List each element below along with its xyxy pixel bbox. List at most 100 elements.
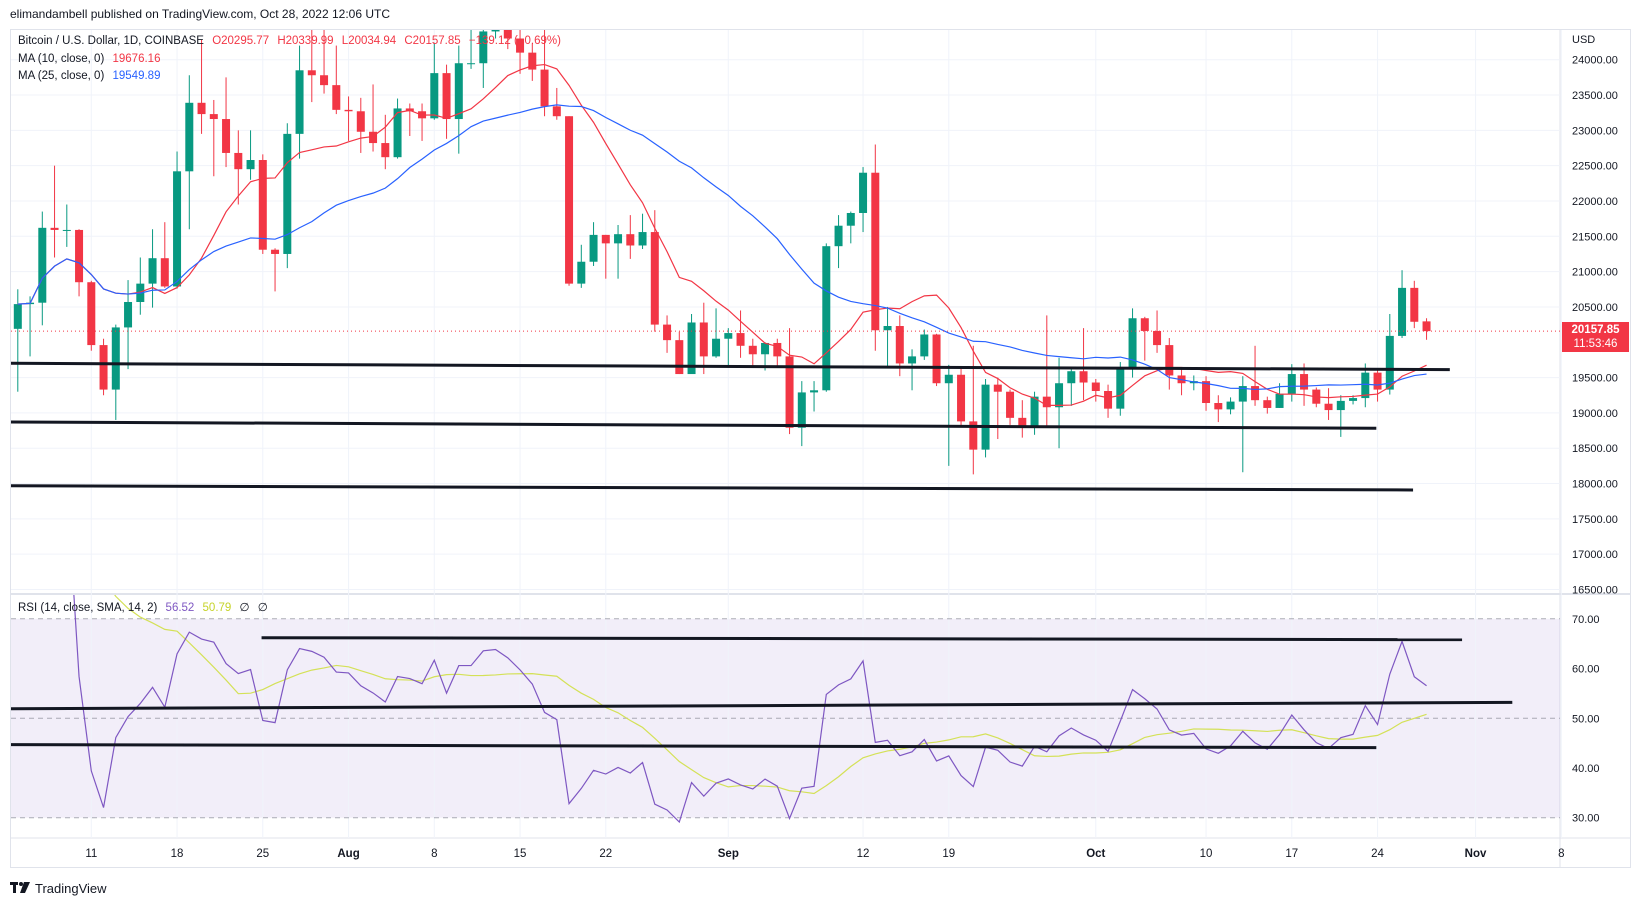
last-price-label: 20157.85 11:53:46 xyxy=(1562,322,1629,352)
candle-body xyxy=(1030,396,1039,428)
low-value: L20034.94 xyxy=(341,35,397,47)
trend-line xyxy=(11,420,1377,430)
symbol-legend: Bitcoin / U.S. Dollar, 1D, COINBASE O202… xyxy=(18,35,566,47)
candle-body xyxy=(209,114,218,120)
candle-body xyxy=(50,227,59,230)
time-tick-label: 15 xyxy=(514,848,527,860)
price-tick-label: 17000.00 xyxy=(1572,549,1618,561)
time-tick-label: 24 xyxy=(1371,848,1384,860)
candle-body xyxy=(944,374,953,384)
candle-body xyxy=(197,102,206,115)
candle-body xyxy=(332,85,341,110)
time-tick-label: 19 xyxy=(942,848,955,860)
candle-body xyxy=(1067,371,1076,384)
ma25-value: 19549.89 xyxy=(112,70,161,82)
candle-body xyxy=(75,229,84,283)
candle-body xyxy=(173,171,182,287)
candle-body xyxy=(528,52,537,70)
ma10-legend[interactable]: MA (10, close, 0) 19676.16 xyxy=(18,53,165,65)
candle-body xyxy=(271,249,280,254)
ma10-label: MA (10, close, 0) xyxy=(18,53,105,65)
rsi-label: RSI (14, close, SMA, 14, 2) xyxy=(18,602,158,614)
candle-body xyxy=(307,70,316,76)
candle-body xyxy=(993,384,1002,392)
rsi-legend[interactable]: RSI (14, close, SMA, 14, 2) 56.52 50.79 … xyxy=(18,600,273,614)
candle-body xyxy=(124,301,133,328)
candle-body xyxy=(1287,374,1296,394)
candle-body xyxy=(1055,383,1064,408)
candle-body xyxy=(1373,372,1382,390)
change-value: −139.12 (−0.69%) xyxy=(468,35,561,47)
candle-body xyxy=(283,133,292,254)
price-tick-label: 20500.00 xyxy=(1572,302,1618,314)
candle-body xyxy=(589,234,598,262)
candle-body xyxy=(381,143,390,158)
candle-body xyxy=(650,232,659,325)
candle-body xyxy=(552,106,561,117)
candle-body xyxy=(748,345,757,355)
time-tick-label: 22 xyxy=(599,848,612,860)
candle-body xyxy=(258,160,267,250)
ma10-line xyxy=(17,63,1427,407)
candle-body xyxy=(638,232,647,246)
footer-brand[interactable]: TradingView xyxy=(10,880,107,896)
price-tick-label: 24000.00 xyxy=(1572,55,1618,67)
rsi-trend-line xyxy=(261,636,1463,642)
candle-body xyxy=(430,73,439,119)
time-tick-label: Oct xyxy=(1086,848,1105,860)
candle-body xyxy=(1104,391,1113,409)
candle-body xyxy=(87,282,96,346)
rsi-line xyxy=(73,595,1427,824)
candle-body xyxy=(908,356,917,364)
candle-body xyxy=(675,340,684,375)
rsi-tick-label: 60.00 xyxy=(1572,664,1600,676)
candles xyxy=(11,30,1450,492)
candle-body xyxy=(822,246,831,391)
candle-body xyxy=(1153,330,1162,346)
rsi-tick-label: 70.00 xyxy=(1572,614,1600,626)
candle-body xyxy=(479,31,488,64)
candle-body xyxy=(1410,287,1419,322)
chart-frame[interactable] xyxy=(10,29,1631,868)
candle-body xyxy=(295,70,304,134)
candle-body xyxy=(699,322,708,357)
rsi-extra-1: ∅ xyxy=(239,602,250,614)
candle-body xyxy=(981,384,990,450)
ma25-legend[interactable]: MA (25, close, 0) 19549.89 xyxy=(18,70,165,82)
currency-label: USD xyxy=(1572,34,1596,46)
candle-body xyxy=(1165,345,1174,376)
candle-body xyxy=(761,342,770,355)
candle-body xyxy=(577,261,586,284)
time-tick-label: 8 xyxy=(1558,848,1564,860)
candle-body xyxy=(601,234,610,244)
price-tick-label: 21500.00 xyxy=(1572,231,1618,243)
candle-body xyxy=(1238,386,1247,402)
price-tick-label: 22000.00 xyxy=(1572,196,1618,208)
candle-body xyxy=(320,75,329,86)
candle-body xyxy=(1128,318,1137,369)
candle-body xyxy=(491,30,500,32)
rsi-sma-line xyxy=(114,595,1427,795)
candle-body xyxy=(222,119,231,153)
candle-body xyxy=(99,345,108,390)
candle-body xyxy=(1202,381,1211,404)
candle-body xyxy=(1422,321,1431,332)
candle-body xyxy=(883,326,892,331)
rsi-extra-2: ∅ xyxy=(257,602,268,614)
candle-body xyxy=(1300,374,1309,390)
price-tick-label: 16500.00 xyxy=(1572,585,1618,597)
high-value: H20339.99 xyxy=(277,35,334,47)
candle-body xyxy=(442,73,451,120)
candle-body xyxy=(724,333,733,339)
last-price: 20157.85 xyxy=(1571,324,1620,336)
rsi-trend-line xyxy=(11,700,1513,711)
price-tick-label: 17500.00 xyxy=(1572,514,1618,526)
rsi-value: 56.52 xyxy=(165,602,195,614)
time-tick-label: Aug xyxy=(337,848,359,860)
candle-body xyxy=(1091,382,1100,392)
rsi-tick-label: 30.00 xyxy=(1572,813,1600,825)
candle-body xyxy=(369,131,378,144)
candle-body xyxy=(467,63,476,65)
rsi-pane xyxy=(11,595,1513,824)
